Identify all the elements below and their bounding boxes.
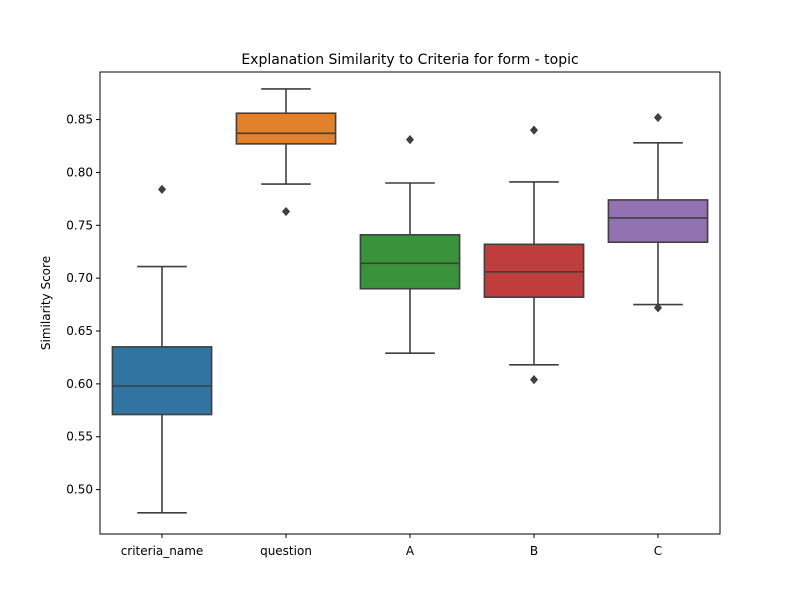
plot-area-frame <box>99 71 721 535</box>
outlier-point <box>405 135 415 145</box>
chart-title: Explanation Similarity to Criteria for f… <box>241 52 578 68</box>
y-tick-label: 0.65 <box>66 324 93 338</box>
box-iqr <box>607 199 709 244</box>
box-iqr <box>111 346 213 416</box>
outlier-point <box>157 184 167 194</box>
outlier-point <box>653 112 663 123</box>
outlier-point <box>529 375 539 385</box>
box-c <box>607 112 709 313</box>
outlier-point <box>529 125 539 135</box>
x-tick-label: B <box>530 544 538 558</box>
box-a <box>359 135 461 355</box>
x-tick-label: criteria_name <box>121 544 204 558</box>
box-question <box>235 88 337 217</box>
outlier-point <box>281 206 291 217</box>
y-tick-label: 0.70 <box>66 271 93 285</box>
y-tick-label: 0.55 <box>66 430 93 444</box>
x-tick-label: A <box>406 544 415 558</box>
box-b <box>483 125 585 385</box>
box-criteria-name <box>111 184 213 514</box>
y-tick-label: 0.75 <box>66 218 93 232</box>
y-tick-label: 0.80 <box>66 165 93 179</box>
outlier-point <box>653 303 663 313</box>
box-iqr <box>483 243 585 298</box>
y-axis-label: Similarity Score <box>39 256 53 350</box>
y-tick-label: 0.50 <box>66 483 93 497</box>
x-axis-ticks: criteria_name question A B C <box>121 534 662 558</box>
x-tick-label: C <box>654 544 662 558</box>
box-iqr <box>359 234 461 290</box>
y-axis-ticks: 0.50 0.55 0.60 0.65 0.70 0.75 0.80 0.85 <box>66 113 100 497</box>
x-tick-label: question <box>260 544 312 558</box>
y-tick-label: 0.85 <box>66 113 93 127</box>
box-series <box>111 88 709 514</box>
box-iqr <box>235 112 337 145</box>
y-tick-label: 0.60 <box>66 377 93 391</box>
